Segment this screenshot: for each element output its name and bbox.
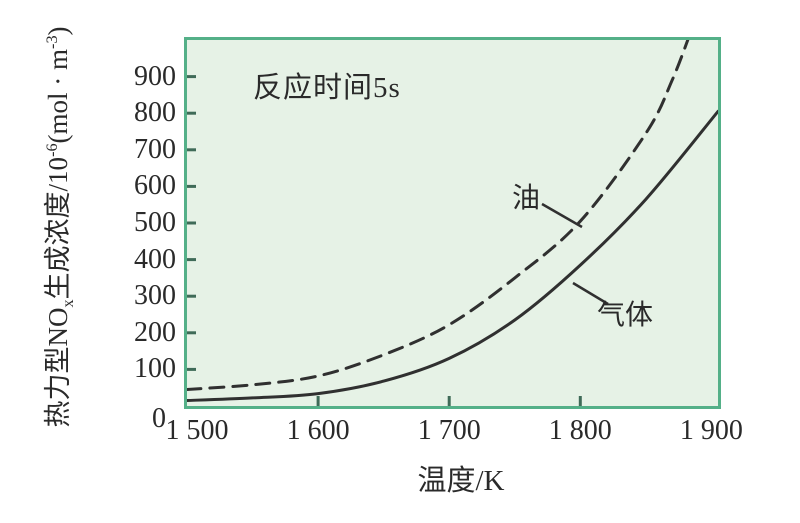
y-title-part: (mol · m — [42, 48, 73, 144]
x-tick-label: 1 900 — [679, 415, 743, 446]
y-tick-label: 800 — [134, 97, 176, 129]
annotation-reaction-time: 反应时间5s — [253, 72, 401, 104]
plot-canvas — [187, 40, 718, 406]
y-tick-label: 0 — [152, 403, 166, 434]
y-title-subscript: x — [59, 299, 78, 308]
x-tick-label: 1 800 — [548, 415, 612, 446]
y-tick-label: 200 — [134, 316, 176, 348]
y-tick-label: 100 — [134, 353, 176, 385]
x-tick-label: 1 600 — [286, 415, 350, 446]
leader-line — [541, 202, 583, 229]
plot-area: 反应时间5s — [184, 37, 721, 409]
y-tick-label: 900 — [134, 60, 176, 92]
series-curve-气体 — [187, 109, 718, 402]
series-curve-油 — [187, 40, 690, 391]
y-title-superscript: -6 — [42, 143, 61, 157]
y-axis-title: 热力型NOx生成浓度/10-6(mol · m-3) — [36, 26, 78, 427]
y-tick-label: 500 — [134, 207, 176, 238]
y-title-part: ) — [42, 26, 73, 36]
x-tick-label: 1 500 — [165, 415, 229, 446]
y-title-part: 生成浓度/10 — [42, 156, 73, 300]
series-label-气体: 气体 — [596, 300, 654, 331]
leader-line — [572, 281, 609, 306]
y-title-part: 热力型NO — [42, 307, 73, 428]
series-label-油: 油 — [511, 183, 541, 214]
y-tick-label: 700 — [134, 133, 176, 165]
x-tick-label: 1 700 — [417, 415, 481, 446]
y-tick-label: 300 — [134, 280, 176, 312]
y-tick-label: 400 — [134, 243, 176, 275]
y-tick-label: 600 — [134, 170, 176, 202]
x-axis-title: 温度/K — [417, 465, 505, 497]
y-title-superscript: -3 — [42, 35, 61, 49]
